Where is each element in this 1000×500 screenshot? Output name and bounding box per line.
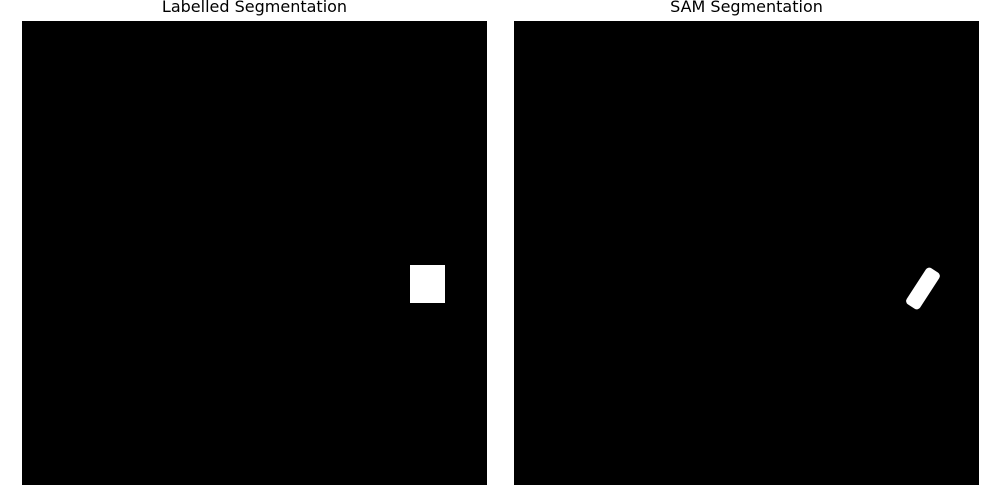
labelled-segmentation-panel (22, 21, 487, 485)
labelled-segmentation-title: Labelled Segmentation (161, 0, 348, 16)
sam-segmentation-title: SAM Segmentation (670, 0, 823, 16)
sam-mask-region (904, 266, 942, 311)
labelled-mask-region (410, 265, 445, 303)
sam-segmentation-panel (514, 21, 979, 485)
